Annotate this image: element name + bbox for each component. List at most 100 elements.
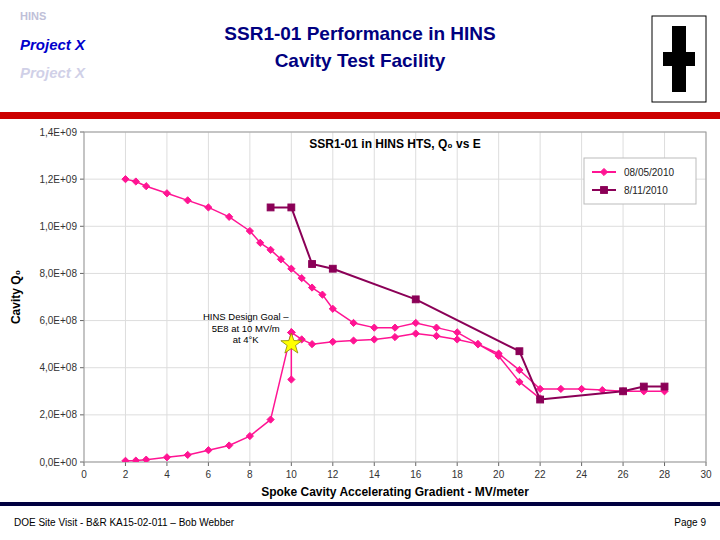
plot-frame [84,132,706,462]
marker [433,332,440,339]
marker [537,395,544,402]
logo-frame [652,16,706,102]
marker [391,333,398,340]
marker [516,348,523,355]
tick-label: 18 [452,469,464,480]
tick-mark [498,462,499,466]
legend-marker [601,187,608,194]
marker [516,366,523,373]
background [0,0,720,540]
grid-line [84,414,706,415]
footer-text: DOE Site Visit - B&R KA15-02-011 – Bob W… [14,517,235,528]
title-line: SSR1-01 Performance in HINS [224,23,495,44]
tick-label: 12 [327,469,339,480]
header-text: Project X [20,36,86,53]
tick-label: 22 [535,469,547,480]
tick-mark [208,462,209,466]
marker [257,239,264,246]
tick-mark [80,367,84,368]
footer-separator [0,502,720,506]
y-axis-label: Cavity Q₀ [9,270,23,324]
annotation-line: 5E8 at 10 MV/m [212,323,280,334]
tick-mark [80,414,84,415]
marker [319,291,326,298]
annotation: HINS Design Goal –5E8 at 10 MV/mat 4°K [203,311,289,345]
header-text: Project X [20,64,86,81]
logo-bar [672,26,686,92]
marker [205,204,212,211]
marker [516,378,523,385]
grid-line [249,132,250,462]
tick-label: 1,4E+09 [39,127,77,138]
series-line [271,207,665,399]
marker [122,457,129,462]
tick-mark [166,462,167,466]
marker [132,178,139,185]
marker [329,338,336,345]
marker [371,324,378,331]
tick-mark [664,462,665,466]
marker [143,183,150,190]
marker [578,385,585,392]
legend: 08/05/20108/11/2010 [584,158,696,204]
series [267,204,668,403]
plot-background [84,132,706,462]
marker [329,265,336,272]
tick-mark [80,273,84,274]
tick-label: 0 [81,469,87,480]
grid-line [208,132,209,462]
tick-label: 2 [123,469,129,480]
tick-mark [80,132,84,133]
marker [620,388,627,395]
marker [205,447,212,454]
tick-label: 10 [286,469,298,480]
series [281,333,302,353]
grid-line [166,132,167,462]
marker [329,305,336,312]
title: SSR1-01 Performance in HINS Cavity Test F… [224,23,495,71]
tick-label: 8 [247,469,253,480]
title-line: Cavity Test Facility [275,50,446,71]
marker [640,383,647,390]
annotation-line: HINS Design Goal – [203,311,289,322]
marker [350,337,357,344]
marker [143,456,150,462]
tick-label: 6 [206,469,212,480]
marker [619,388,626,395]
series [122,176,668,462]
marker [412,330,419,337]
marker [371,336,378,343]
marker [412,319,419,326]
tick-label: 16 [410,469,422,480]
grid-line [581,132,582,462]
tick-mark [623,462,624,466]
grid-line [332,132,333,462]
marker [288,376,295,383]
marker [537,396,544,403]
tick-label: 28 [659,469,671,480]
grid-line [84,273,706,274]
marker [288,204,295,211]
marker [184,197,191,204]
tick-label: 0,0E+00 [39,457,77,468]
grid-line [457,132,458,462]
tick-mark [84,462,85,466]
footer-text: Page 9 [674,517,706,528]
tick-mark [80,462,84,463]
marker [277,256,284,263]
tick-label: 14 [369,469,381,480]
tick-label: 6,0E+08 [39,315,77,326]
legend-label: 8/11/2010 [624,185,668,196]
marker [308,284,315,291]
marker [246,432,253,439]
marker [122,176,129,183]
tick-mark [540,462,541,466]
marker [281,333,302,353]
tick-label: 1,2E+09 [39,174,77,185]
marker [288,265,295,272]
tick-label: 30 [700,469,712,480]
tick-mark [249,462,250,466]
marker [308,341,315,348]
grid-line [84,226,706,227]
marker [350,319,357,326]
